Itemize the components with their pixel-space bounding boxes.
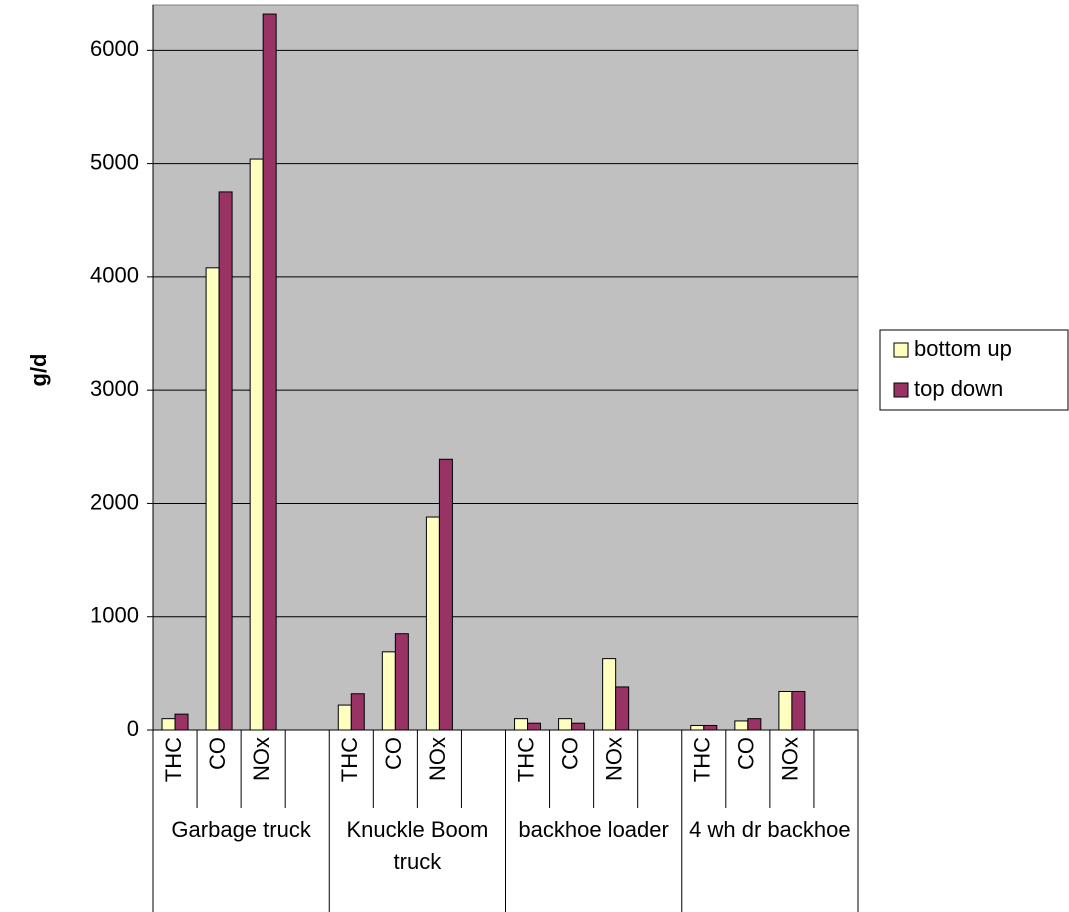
- bar: [381, 651, 396, 731]
- bar: [527, 722, 542, 731]
- x-tick-label: NOx: [601, 737, 626, 781]
- x-tick-label: NOx: [425, 737, 450, 781]
- y-axis-label: g/d: [26, 354, 51, 387]
- bar: [350, 693, 365, 731]
- y-tick-label: 0: [127, 716, 139, 741]
- bar: [337, 704, 352, 731]
- y-tick-label: 2000: [90, 489, 139, 514]
- bar: [425, 516, 440, 731]
- bar: [747, 718, 762, 731]
- x-tick-label: THC: [161, 737, 186, 782]
- bar: [703, 724, 718, 731]
- y-tick-label: 5000: [90, 149, 139, 174]
- legend-label: bottom up: [914, 336, 1012, 361]
- bar: [161, 718, 176, 731]
- x-tick-label: NOx: [778, 737, 803, 781]
- bar: [778, 690, 793, 731]
- bar: [394, 633, 409, 731]
- group-label-box: Knuckle Boom truck: [346, 817, 489, 874]
- x-tick-label: CO: [557, 737, 582, 770]
- x-tick-label: THC: [337, 737, 362, 782]
- bar: [558, 718, 573, 731]
- bar: [602, 658, 617, 731]
- group-label: 4 wh dr backhoe: [689, 817, 851, 842]
- y-tick-label: 3000: [90, 376, 139, 401]
- legend-box: [879, 329, 1069, 411]
- y-tick-label: 4000: [90, 263, 139, 288]
- x-tick-label: THC: [690, 737, 715, 782]
- bar: [615, 686, 630, 731]
- group-label: Garbage truck: [171, 817, 311, 842]
- x-tick-label: CO: [381, 737, 406, 770]
- bar: [734, 720, 749, 731]
- x-tick-label: CO: [734, 737, 759, 770]
- group-label-box: backhoe loader: [518, 817, 669, 842]
- bar: [438, 458, 453, 731]
- legend-swatch: [893, 342, 909, 358]
- x-tick-label: CO: [205, 737, 230, 770]
- group-label: Knuckle Boom truck: [346, 817, 489, 874]
- legend-swatch: [893, 382, 909, 398]
- y-tick-label: 6000: [90, 36, 139, 61]
- bar: [205, 267, 220, 731]
- bar: [249, 158, 264, 731]
- x-tick-label: THC: [513, 737, 538, 782]
- bar: [262, 13, 277, 731]
- bar: [791, 690, 806, 731]
- group-label: backhoe loader: [518, 817, 669, 842]
- group-label-box: Garbage truck: [171, 817, 311, 842]
- legend-label: top down: [914, 376, 1003, 401]
- y-tick-label: 1000: [90, 603, 139, 628]
- bar: [514, 718, 529, 731]
- bar: [218, 191, 233, 731]
- bar: [571, 722, 586, 731]
- bar: [690, 724, 705, 731]
- x-tick-label: NOx: [249, 737, 274, 781]
- group-label-box: 4 wh dr backhoe: [689, 817, 851, 842]
- bar: [174, 713, 189, 731]
